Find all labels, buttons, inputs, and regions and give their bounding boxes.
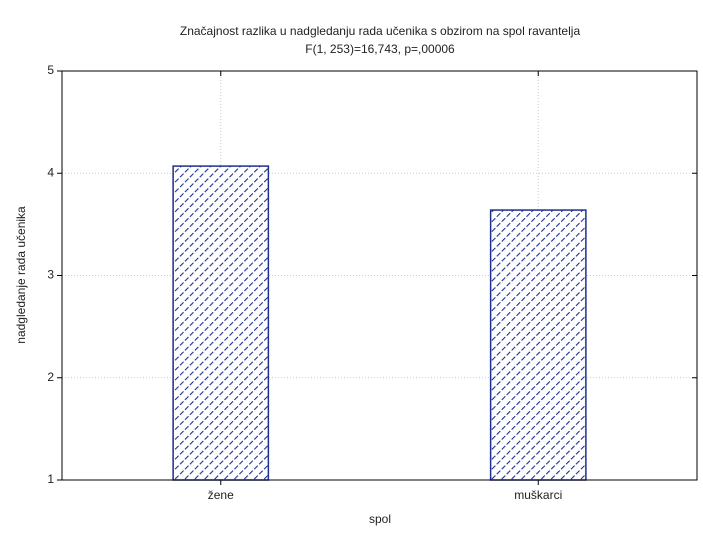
y-tick-label: 2	[47, 370, 54, 384]
plot-frame	[61, 70, 698, 481]
x-tick-label: žene	[208, 488, 234, 502]
bar	[172, 165, 270, 481]
y-axis-label: nadgledanje rada učenika	[14, 206, 28, 344]
x-axis-label: spol	[369, 512, 391, 526]
chart-subtitle: F(1, 253)=16,743, p=,00006	[305, 42, 455, 56]
y-tick-label: 1	[47, 472, 54, 486]
y-tick-label: 3	[47, 268, 54, 282]
y-tick-label: 4	[47, 165, 54, 179]
bar	[489, 209, 587, 481]
chart-title: Značajnost razlika u nadgledanju rada uč…	[180, 24, 581, 38]
y-tick-label: 5	[47, 63, 54, 77]
x-tick-label: muškarci	[514, 488, 562, 502]
